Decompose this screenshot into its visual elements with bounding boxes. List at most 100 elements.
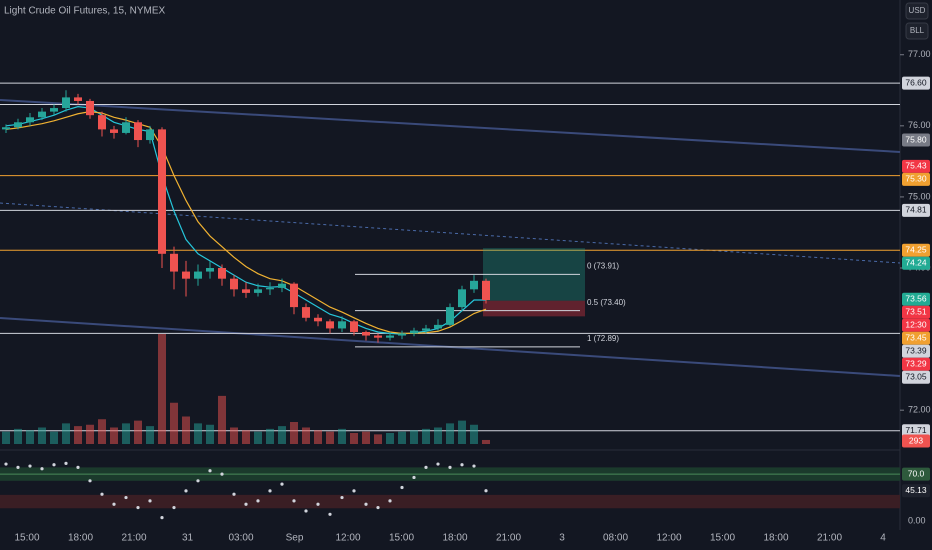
candle-body	[110, 129, 118, 133]
osc-point	[160, 516, 164, 520]
candle-body	[14, 122, 22, 128]
channel-top	[0, 99, 901, 153]
osc-point	[124, 495, 128, 500]
osc-point	[424, 465, 428, 469]
osc-point	[388, 499, 392, 503]
x-tick-label: 12:00	[335, 533, 360, 544]
candle-body	[302, 307, 310, 318]
osc-point	[436, 462, 440, 466]
candle-body	[362, 331, 370, 336]
osc-point	[4, 462, 8, 466]
osc-point	[460, 463, 464, 467]
candle-body	[446, 307, 454, 325]
unit-box[interactable]	[905, 22, 929, 40]
price-marker-label: 73.39	[905, 346, 927, 356]
x-tick-label: 18:00	[442, 533, 467, 544]
volume-bar	[122, 423, 130, 444]
title: Light Crude Oil Futures, 15, NYMEX	[4, 6, 166, 17]
volume-bar	[110, 427, 118, 444]
fib-label: 1 (72.89)	[587, 334, 619, 343]
volume-bar	[230, 427, 238, 444]
price-marker	[902, 318, 930, 332]
price-marker-label: 73.56	[905, 294, 927, 304]
volume-bar	[38, 427, 46, 444]
volume-bar	[422, 428, 430, 444]
candle-body	[482, 280, 490, 300]
x-tick-label: 18:00	[68, 533, 93, 544]
candle-body	[242, 289, 250, 293]
candle-body	[206, 268, 214, 272]
fib-label: 0.5 (73.40)	[587, 298, 626, 307]
price-marker	[902, 203, 930, 217]
candle-body	[266, 287, 274, 290]
price-marker-label: 293	[909, 435, 923, 445]
volume-bar	[242, 430, 250, 444]
volume-bar	[482, 439, 490, 444]
fib-label: 0 (73.91)	[587, 262, 619, 271]
volume-bar	[398, 431, 406, 444]
candle-body	[422, 328, 430, 331]
candle-body	[38, 111, 46, 118]
volume-bar	[434, 427, 442, 444]
x-tick-label: 21:00	[121, 533, 146, 544]
candle-body	[458, 289, 466, 308]
x-tick-label: 15:00	[389, 533, 414, 544]
osc-point	[244, 502, 248, 506]
price-marker-label: 73.05	[905, 372, 927, 382]
osc-point	[376, 506, 380, 510]
price-marker	[902, 344, 930, 358]
price-marker	[902, 331, 930, 345]
volume-bar	[410, 430, 418, 444]
x-tick-label: 18:00	[763, 533, 788, 544]
unit[interactable]: BLL	[910, 26, 925, 35]
price-marker	[902, 76, 930, 90]
osc-point	[328, 512, 332, 516]
price-marker-label: 75.80	[905, 134, 927, 144]
osc-point	[208, 469, 212, 473]
osc-point	[52, 463, 56, 467]
candle-body	[26, 117, 34, 123]
volume-bar	[338, 428, 346, 444]
osc-point	[148, 499, 152, 503]
price-marker-label: 71.71	[905, 425, 927, 435]
price-marker	[902, 133, 930, 147]
price-marker	[902, 424, 930, 438]
price-marker	[902, 243, 930, 257]
osc-point	[280, 482, 284, 486]
osc-point	[484, 489, 488, 493]
candle-body	[338, 321, 346, 329]
candle-body	[350, 321, 358, 332]
candle-body	[50, 108, 58, 112]
x-tick-label: 31	[182, 533, 194, 544]
volume-bar	[206, 424, 214, 444]
candle-body	[314, 317, 322, 322]
x-tick-label: Sep	[286, 533, 304, 544]
price-marker	[902, 370, 930, 384]
volume-bar	[362, 431, 370, 444]
volume-bar	[302, 427, 310, 444]
candle-body	[158, 129, 166, 254]
currency-box[interactable]	[905, 2, 929, 20]
volume-bar	[170, 402, 178, 444]
osc-point	[28, 464, 32, 468]
volume-bar	[374, 434, 382, 444]
price-marker-label: 73.29	[905, 359, 927, 369]
candle-body	[194, 271, 202, 279]
currency[interactable]: USD	[909, 6, 926, 15]
osc-point	[88, 479, 92, 483]
price-marker	[902, 159, 930, 173]
candle-body	[230, 278, 238, 290]
candle-body	[86, 100, 94, 116]
candle-body	[218, 268, 226, 279]
price-marker	[902, 484, 930, 498]
price-marker-label: 75.43	[905, 161, 927, 171]
osc-point	[400, 485, 404, 490]
osc-point	[196, 479, 200, 483]
price-marker	[902, 434, 930, 448]
osc-point	[472, 464, 476, 468]
osc-point	[364, 502, 368, 506]
candle-body	[386, 335, 394, 338]
osc-point	[112, 502, 116, 506]
